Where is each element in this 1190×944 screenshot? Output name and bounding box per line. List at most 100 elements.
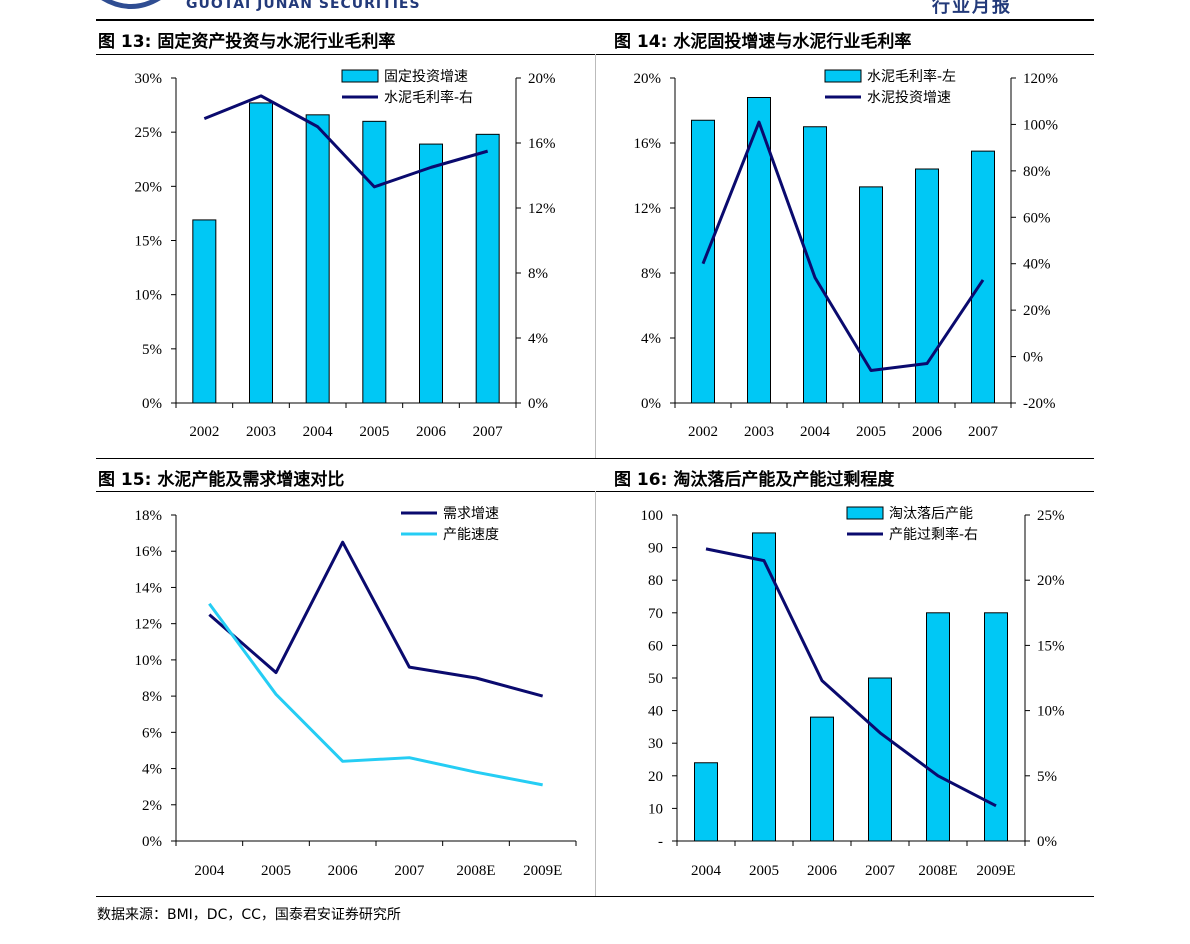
report-type: 行业月报 [932,0,1012,17]
x-tick-label: 2007 [473,424,504,440]
bar [915,168,939,404]
y-tick-label-left: 10 [648,801,663,817]
y-tick-label-left: 5% [142,342,162,358]
x-tick-label: 2005 [359,424,389,440]
bar [192,219,217,404]
y-tick-label-left: 30 [648,736,663,752]
x-tick-label: 2007 [394,863,425,879]
bar [362,120,387,404]
x-tick-label: 2005 [749,863,779,879]
y-tick-label-left: 0% [641,396,661,412]
series-line [208,602,543,787]
y-tick-label-right: 10% [1037,704,1065,720]
x-tick-label: 2005 [261,863,291,879]
y-tick-label-left: 25% [135,125,163,141]
legend-label: 淘汰落后产能 [889,506,973,522]
legend-swatch [824,69,862,83]
y-tick-label-left: 100 [641,508,664,524]
y-tick-label-right: 5% [1037,769,1057,785]
y-tick-label-left: 6% [142,725,162,741]
y-tick-label-left: 10% [135,653,163,669]
x-tick-label: 2006 [328,863,359,879]
bar [810,716,834,842]
legend-label: 需求增速 [443,506,499,522]
y-tick-label-right: 25% [1037,508,1065,524]
y-tick-label-right: 120% [1023,71,1058,87]
y-tick-label-left: 60 [648,638,663,654]
y-tick-label-right: 20% [1037,573,1065,589]
y-tick-label-left: 90 [648,541,663,557]
x-tick-label: 2009E [523,863,562,879]
chart-cement-investment-vs-margin: 0% 4% 8% 12% 16% 20% -20% 0% 20% 40% 60% 80% 100% 120… [634,68,1059,440]
x-tick-label: 2006 [807,863,838,879]
x-tick-label: 2007 [865,863,896,879]
y-tick-label-right: 20% [528,71,556,87]
y-tick-label-left: 10% [135,288,163,304]
x-tick-label: 2002 [688,424,718,440]
y-tick-label-left: 2% [142,798,162,814]
y-tick-label-right: 4% [528,331,548,347]
footer-rule [96,896,1094,897]
company-logo [101,0,161,9]
y-tick-label-left: 80 [648,573,663,589]
bar [694,762,718,842]
x-tick-label: 2006 [912,424,943,440]
x-tick-label: 2003 [246,424,276,440]
chart-title-16: 图 16: 淘汰落后产能及产能过剩程度 [614,470,895,490]
bar [419,143,443,404]
y-tick-label-left: 18% [135,508,163,524]
y-tick-label-left: 8% [142,689,162,705]
y-tick-label-right: 0% [1023,350,1043,366]
y-tick-label-left: 70 [648,606,663,622]
bar [971,150,995,404]
x-tick-label: 2004 [800,424,831,440]
chart-title-15: 图 15: 水泥产能及需求增速对比 [98,470,345,490]
x-tick-label: 2004 [691,863,722,879]
data-source: 数据来源：BMI，DC，CC，国泰君安证券研究所 [97,907,401,923]
y-tick-label-right: 40% [1023,257,1051,273]
series-line [203,94,489,189]
y-tick-label-right: 100% [1023,117,1058,133]
bar [926,612,950,842]
x-tick-label: 2009E [976,863,1015,879]
series-line [705,547,997,808]
y-tick-label-right: 60% [1023,210,1051,226]
y-tick-label-right: 20% [1023,303,1051,319]
x-tick-label: 2005 [856,424,886,440]
y-tick-label-right: 15% [1037,638,1065,654]
x-tick-label: 2008E [918,863,957,879]
y-tick-label-right: 80% [1023,164,1051,180]
x-tick-label: 2008E [456,863,495,879]
x-tick-label: 2004 [303,424,334,440]
legend-swatch [846,506,884,520]
x-tick-label: 2007 [968,424,999,440]
y-tick-label-right: 12% [528,201,556,217]
legend-label: 固定投资增速 [384,69,468,85]
chart-fixed-investment-vs-margin: 0% 5% 10% 15% 20% 25% 30% 0% 4% 8% 12% 16% 20% 2002 20… [135,69,556,440]
y-tick-label-left: 4% [142,762,162,778]
section-rule [96,458,1094,459]
legend-label: 水泥毛利率-右 [384,89,473,106]
legend-label: 产能速度 [443,527,499,543]
x-tick-label: 2002 [189,424,219,440]
y-tick-label-left: 0% [142,396,162,412]
y-tick-label-left: 12% [634,201,662,217]
y-tick-label-right: 0% [1037,834,1057,850]
x-tick-label: 2004 [194,863,225,879]
y-tick-label-left: 40 [648,704,663,720]
bar [752,532,776,842]
legend-label: 产能过剩率-右 [889,526,978,543]
y-tick-label-left: 14% [135,580,163,596]
y-tick-label-left: 16% [634,136,662,152]
series-line [208,540,544,698]
y-tick-label-left: 20% [135,179,163,195]
y-tick-label-left: 50 [648,671,663,687]
y-tick-label-left: 20 [648,769,663,785]
chart-title-13: 图 13: 固定资产投资与水泥行业毛利率 [98,32,396,52]
y-tick-label-right: 0% [528,396,548,412]
y-tick-label-left: 4% [641,331,661,347]
brand-name: GUOTAI JUNAN SECURITIES [186,0,421,12]
x-tick-label: 2003 [744,424,774,440]
y-tick-label-left: 0% [142,834,162,850]
series-line [701,120,985,372]
